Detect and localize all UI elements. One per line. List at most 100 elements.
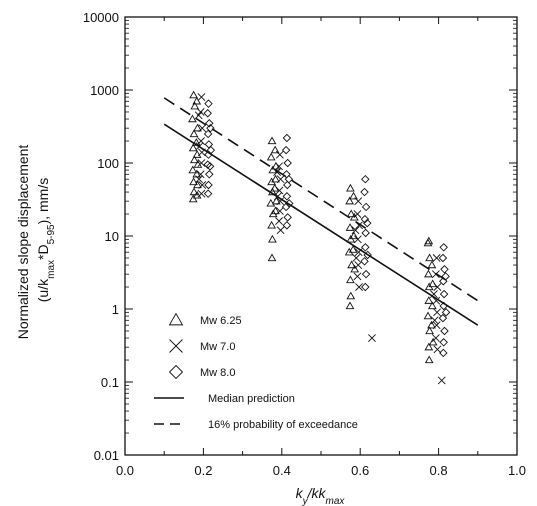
data-point bbox=[440, 265, 449, 274]
legend-label: Mw 6.25 bbox=[200, 315, 242, 327]
data-point bbox=[353, 235, 362, 244]
series-diamond bbox=[203, 99, 451, 358]
data-point bbox=[188, 114, 197, 123]
data-point bbox=[204, 180, 213, 190]
data-point bbox=[206, 123, 215, 133]
data-point bbox=[275, 150, 284, 159]
legend-label: Mw 8.0 bbox=[200, 367, 235, 379]
data-point bbox=[353, 272, 362, 281]
data-point bbox=[267, 136, 277, 145]
data-point bbox=[192, 190, 202, 199]
data-point bbox=[348, 245, 358, 253]
legend-label: Median prediction bbox=[208, 393, 295, 405]
data-point bbox=[268, 234, 277, 243]
data-point bbox=[266, 198, 276, 207]
data-point bbox=[203, 189, 213, 198]
y-tick-label: 100 bbox=[97, 156, 119, 171]
data-point bbox=[188, 194, 198, 203]
data-point bbox=[266, 152, 276, 161]
data-point bbox=[189, 90, 198, 99]
data-point bbox=[428, 337, 438, 346]
data-point bbox=[427, 260, 437, 269]
data-point bbox=[361, 269, 371, 279]
data-point bbox=[194, 111, 203, 120]
data-point bbox=[439, 348, 448, 358]
data-point bbox=[427, 301, 437, 310]
data-point bbox=[197, 159, 206, 167]
data-point bbox=[284, 174, 294, 184]
data-point bbox=[267, 220, 276, 229]
data-point bbox=[271, 206, 280, 215]
y-tick-label: 10000 bbox=[83, 10, 119, 25]
data-point bbox=[197, 189, 206, 198]
legend-label: 16% probability of exceedance bbox=[208, 419, 358, 431]
plot-area bbox=[163, 90, 479, 385]
data-point bbox=[427, 320, 436, 329]
y-tick-label: 0.1 bbox=[101, 375, 119, 390]
y-tick-label: 0.01 bbox=[94, 448, 119, 463]
data-point bbox=[205, 170, 214, 179]
legend-item: Mw 8.0 bbox=[168, 364, 235, 380]
data-point bbox=[189, 177, 198, 186]
data-point bbox=[282, 170, 291, 179]
x-tick-label: 0.4 bbox=[273, 463, 291, 478]
data-point bbox=[424, 296, 434, 304]
data-point bbox=[354, 197, 363, 206]
data-point bbox=[346, 209, 356, 218]
series-cross bbox=[194, 93, 446, 385]
legend-label: Mw 7.0 bbox=[200, 341, 235, 353]
data-point bbox=[190, 101, 200, 110]
data-point bbox=[430, 316, 439, 325]
data-point bbox=[189, 187, 199, 196]
data-point bbox=[346, 291, 356, 300]
x-tick-label: 0.8 bbox=[430, 463, 448, 478]
data-point bbox=[188, 143, 198, 152]
data-point bbox=[205, 119, 214, 128]
data-point bbox=[192, 150, 202, 158]
data-point bbox=[192, 96, 202, 105]
data-point bbox=[271, 174, 280, 183]
data-point bbox=[352, 254, 361, 262]
data-point bbox=[349, 231, 359, 240]
data-point bbox=[190, 155, 199, 164]
data-point bbox=[441, 272, 450, 281]
data-point bbox=[344, 247, 354, 256]
data-point bbox=[203, 129, 213, 139]
data-point bbox=[424, 355, 434, 364]
data-point bbox=[431, 334, 440, 342]
data-point bbox=[425, 326, 434, 335]
x-tick-label: 0.6 bbox=[351, 463, 369, 478]
data-point bbox=[424, 342, 434, 351]
data-point bbox=[360, 257, 369, 266]
data-point bbox=[425, 253, 434, 262]
data-point bbox=[281, 145, 291, 155]
data-point bbox=[205, 162, 215, 171]
data-point bbox=[439, 338, 448, 347]
plot-frame bbox=[124, 16, 518, 456]
median-line bbox=[163, 123, 479, 326]
data-point bbox=[438, 313, 448, 323]
data-point bbox=[349, 191, 358, 200]
data-point bbox=[438, 253, 448, 263]
data-point bbox=[361, 228, 370, 238]
axes: 0.0 0.2 0.4 0.6 0.8 1.0 0.01 0.1 1 10 100 1000 10000 bbox=[83, 10, 526, 478]
data-point bbox=[204, 99, 213, 108]
data-point bbox=[351, 226, 360, 235]
y-tick-label: 1 bbox=[112, 302, 119, 317]
data-point bbox=[433, 308, 441, 317]
data-point bbox=[440, 326, 449, 336]
data-point bbox=[349, 212, 359, 221]
data-point bbox=[432, 254, 441, 262]
data-point bbox=[275, 217, 283, 226]
data-point bbox=[432, 296, 441, 305]
y-tick-label: 10 bbox=[105, 229, 119, 244]
data-point bbox=[346, 275, 355, 284]
data-point bbox=[275, 162, 283, 171]
data-point bbox=[353, 210, 362, 218]
legend-item: Median prediction bbox=[154, 393, 295, 405]
data-point bbox=[361, 174, 370, 184]
exceedance-line bbox=[163, 97, 479, 302]
data-point bbox=[282, 221, 292, 230]
data-point bbox=[429, 290, 438, 299]
data-point bbox=[346, 183, 355, 192]
